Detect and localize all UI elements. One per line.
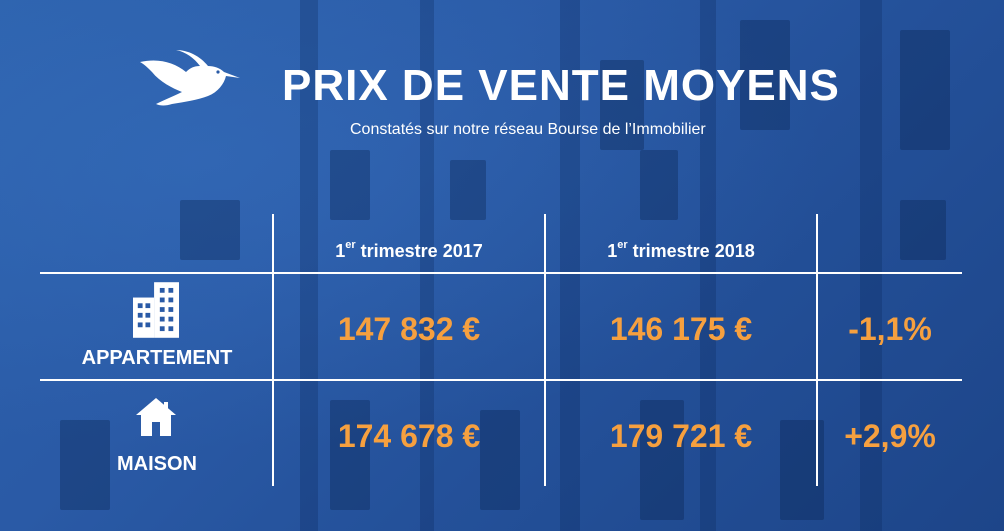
page-subtitle: Constatés sur notre réseau Bourse de l’I… [350, 121, 706, 138]
grid-line-vertical-2 [544, 214, 546, 486]
value-appartement-2018: 146 175 € [609, 311, 753, 347]
grid-line-horizontal-2 [40, 379, 962, 381]
house-icon [136, 398, 176, 436]
apartment-building-icon [133, 282, 179, 338]
page-title: PRIX DE VENTE MOYENS [282, 61, 840, 110]
column-header-2017: 1er trimestre 2017 [335, 239, 483, 261]
row-label-appartement: APPARTEMENT [81, 347, 233, 369]
row-label-maison: MAISON [117, 453, 197, 475]
value-maison-2017: 174 678 € [337, 418, 481, 454]
value-maison-2018: 179 721 € [609, 418, 753, 454]
change-maison: +2,9% [844, 418, 936, 454]
column-header-2018: 1er trimestre 2018 [607, 239, 755, 261]
stork-icon [140, 50, 240, 106]
grid-line-vertical-1 [272, 214, 274, 486]
grid-line-vertical-3 [816, 214, 818, 486]
value-appartement-2017: 147 832 € [337, 311, 481, 347]
grid-line-horizontal-1 [40, 272, 962, 274]
change-appartement: -1,1% [848, 311, 932, 347]
